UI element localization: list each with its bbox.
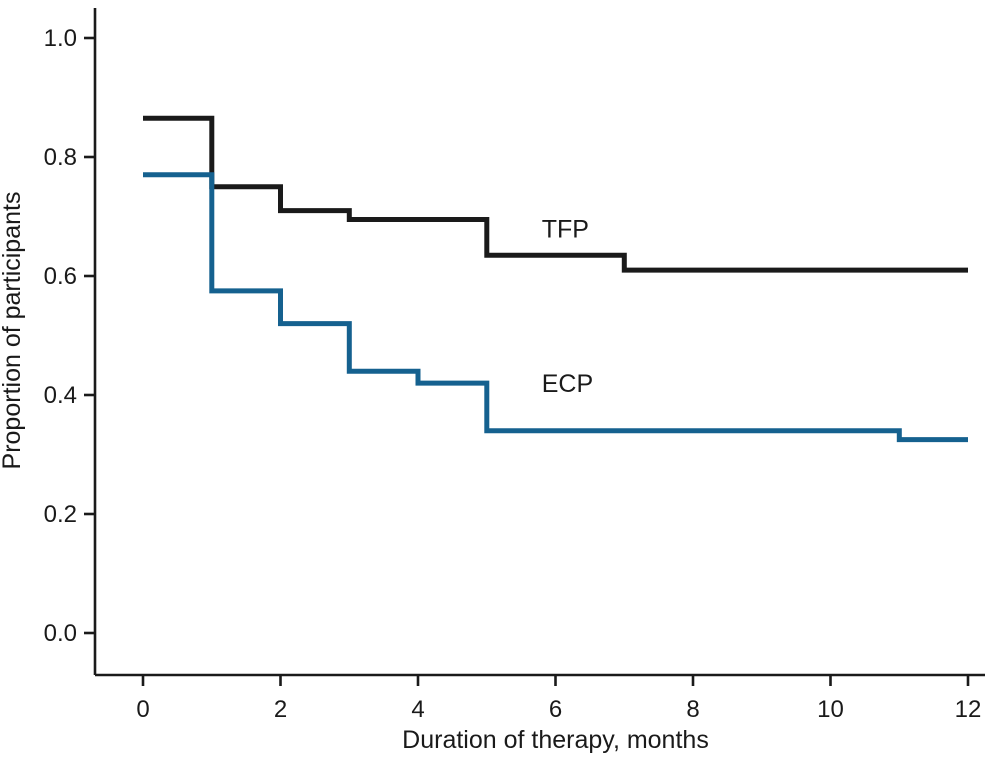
x-tick-label: 8 <box>686 696 699 723</box>
series-tfp: TFP <box>143 115 968 273</box>
x-tick-label: 4 <box>411 696 424 723</box>
y-tick-label: 0.2 <box>44 501 77 528</box>
y-tick-label: 1.0 <box>44 25 77 52</box>
series-ecp: ECP <box>143 172 968 443</box>
series-line-tfp <box>143 115 968 273</box>
x-tick-label: 12 <box>955 696 982 723</box>
series-label-tfp: TFP <box>542 215 589 243</box>
y-tick-label: 0.4 <box>44 382 77 409</box>
series-label-ecp: ECP <box>542 370 593 398</box>
series-line-ecp <box>143 172 968 443</box>
x-tick-label: 6 <box>549 696 562 723</box>
y-tick-label: 0.8 <box>44 144 77 171</box>
axes: 0.0 0.2 0.4 0.6 0.8 1.0 0 2 4 6 8 10 12 Duration of t… <box>0 8 985 754</box>
x-tick-label: 2 <box>274 696 287 723</box>
x-tick-label: 0 <box>136 696 149 723</box>
x-axis-title: Duration of therapy, months <box>402 726 709 754</box>
x-tick-label: 10 <box>817 696 844 723</box>
y-tick-label: 0.0 <box>44 620 77 647</box>
y-axis-title: Proportion of participants <box>0 192 26 470</box>
y-tick-label: 0.6 <box>44 263 77 290</box>
